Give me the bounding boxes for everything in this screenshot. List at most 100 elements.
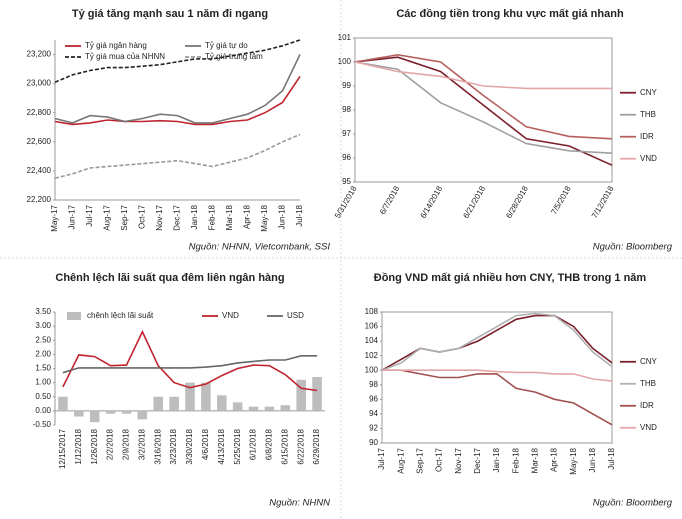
x-tick-label: 6/28/2018 — [504, 184, 530, 220]
source-note: Nguồn: Bloomberg — [593, 242, 673, 253]
x-tick-label: Oct-17 — [138, 204, 147, 229]
x-tick-label: May-18 — [569, 447, 578, 474]
source-note: Nguồn: Bloomberg — [593, 498, 673, 509]
series-line — [62, 355, 318, 374]
y-tick-label: 0.50 — [35, 392, 51, 401]
bar — [185, 382, 195, 411]
legend-label: Tỷ giá mua của NHNN — [85, 52, 165, 61]
legend-label: USD — [287, 311, 304, 320]
chart-title: Tỷ giá tăng mạnh sau 1 năm đi ngang — [72, 8, 268, 20]
legend-label: chênh lệch lãi suất — [87, 311, 154, 320]
x-tick-label: 2/2/2018 — [106, 428, 115, 460]
x-tick-label: May-17 — [50, 204, 59, 231]
y-tick-label: 106 — [365, 322, 379, 331]
chart-title: Đồng VND mất giá nhiều hơn CNY, THB tron… — [374, 272, 647, 284]
x-tick-label: Jul-18 — [607, 447, 616, 469]
series-line — [354, 53, 613, 140]
y-tick-label: 23,200 — [27, 50, 52, 59]
plot-frame — [354, 37, 613, 183]
series-line — [54, 39, 301, 83]
y-tick-label: 102 — [365, 351, 379, 360]
series-line — [354, 61, 612, 90]
legend-label: Tỷ giá trung tâm — [205, 52, 263, 61]
x-tick-label: 6/8/2018 — [265, 428, 274, 460]
x-tick-label: Jun-18 — [588, 447, 597, 472]
bar — [89, 410, 100, 423]
series-line — [354, 56, 613, 166]
legend-label: THB — [640, 379, 656, 388]
x-tick-label: Feb-18 — [208, 204, 217, 230]
bar — [58, 396, 68, 411]
bar — [312, 376, 322, 411]
series-line — [354, 61, 613, 154]
y-tick-label: 100 — [365, 365, 379, 374]
x-tick-label: Apr-18 — [243, 204, 252, 229]
bar — [217, 395, 227, 411]
y-tick-label: 108 — [365, 307, 379, 316]
chart-title: Chênh lệch lãi suất qua đêm liên ngân hà… — [55, 272, 284, 284]
bar — [232, 402, 243, 411]
x-tick-label: Sep-17 — [415, 447, 424, 473]
legend-label: IDR — [640, 401, 654, 410]
x-tick-label: 5/25/2018 — [233, 428, 242, 464]
bar — [121, 410, 132, 414]
y-tick-label: 97 — [342, 129, 351, 138]
x-tick-label: 6/15/2018 — [280, 428, 289, 464]
series-line — [54, 75, 301, 126]
x-tick-label: Sep-17 — [120, 204, 129, 230]
x-tick-label: 4/6/2018 — [201, 428, 210, 460]
legend-label: Tỷ giá tự do — [205, 41, 248, 50]
x-tick-label: Jul-18 — [295, 204, 304, 226]
legend-label: IDR — [640, 132, 654, 141]
legend-label: VND — [640, 423, 657, 432]
y-tick-label: 90 — [369, 438, 378, 447]
bar — [248, 406, 259, 411]
x-tick-label: 3/2/2018 — [137, 428, 146, 460]
legend-label: VND — [222, 311, 239, 320]
y-tick-label: 96 — [342, 153, 351, 162]
x-tick-label: Oct-17 — [435, 447, 444, 472]
x-tick-label: Jun-17 — [68, 204, 77, 229]
bar — [296, 379, 306, 411]
x-tick-label: Dec-17 — [173, 204, 182, 230]
y-tick-label: 94 — [369, 409, 378, 418]
x-tick-label: 3/16/2018 — [153, 428, 162, 464]
y-tick-label: 2.00 — [35, 349, 51, 358]
y-tick-label: 0.00 — [35, 406, 51, 415]
y-tick-label: 98 — [342, 105, 351, 114]
x-tick-label: Nov-17 — [155, 204, 164, 230]
x-tick-label: Dec-17 — [473, 447, 482, 473]
x-tick-label: 6/1/2018 — [249, 428, 258, 460]
x-tick-label: 7/5/2018 — [549, 184, 573, 216]
x-tick-label: 6/7/2018 — [378, 184, 402, 216]
x-tick-label: Mar-18 — [225, 204, 234, 230]
x-tick-label: 6/21/2018 — [461, 184, 487, 220]
series-line — [62, 329, 318, 392]
x-tick-label: Jul-17 — [377, 447, 386, 469]
bar — [74, 410, 84, 417]
series-line — [381, 314, 613, 371]
series-line — [382, 369, 613, 382]
legend-label: CNY — [640, 88, 658, 97]
y-tick-label: 100 — [338, 57, 352, 66]
y-tick-label: 3.50 — [35, 307, 51, 316]
x-tick-label: Jul-17 — [85, 204, 94, 226]
bar — [153, 396, 163, 411]
legend-label: CNY — [640, 357, 658, 366]
y-tick-label: 2.50 — [35, 335, 51, 344]
y-tick-label: 104 — [365, 336, 379, 345]
x-tick-label: 12/15/2017 — [58, 428, 67, 469]
legend-label: VND — [640, 154, 657, 163]
series-line — [382, 369, 613, 426]
x-tick-label: Mar-18 — [530, 447, 539, 473]
y-tick-label: 1.50 — [35, 364, 51, 373]
y-tick-label: 1.00 — [35, 378, 51, 387]
x-tick-label: Nov-17 — [454, 447, 463, 473]
y-tick-label: 99 — [342, 81, 351, 90]
source-note: Nguồn: NHNN, Vietcombank, SSI — [189, 242, 331, 253]
y-tick-label: 22,400 — [27, 166, 52, 175]
series-line — [54, 133, 301, 179]
x-tick-label: Aug-17 — [396, 447, 405, 473]
y-tick-label: 22,800 — [27, 108, 52, 117]
